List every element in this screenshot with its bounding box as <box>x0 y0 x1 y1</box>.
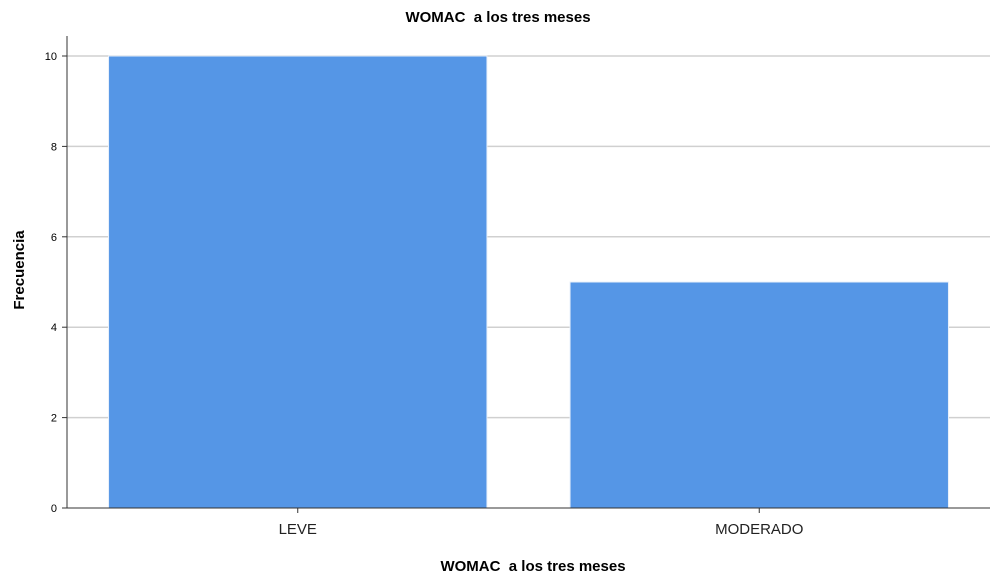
y-tick-label: 6 <box>51 232 57 244</box>
y-axis-ticks: 0 2 4 6 8 10 <box>45 51 67 515</box>
y-tick-label: 8 <box>51 141 57 153</box>
x-tick-label: LEVE <box>279 521 317 538</box>
y-tick-label: 10 <box>45 51 57 63</box>
x-axis-title: WOMAC a los tres meses <box>440 558 625 575</box>
y-tick-label: 4 <box>51 322 57 334</box>
chart-title: WOMAC a los tres meses <box>405 9 590 26</box>
x-axis-ticks: LEVE MODERADO <box>279 508 803 538</box>
y-tick-label: 2 <box>51 413 57 425</box>
y-tick-label: 0 <box>51 503 57 515</box>
x-tick-label: MODERADO <box>715 521 803 538</box>
bars <box>108 55 949 509</box>
bar-leve <box>108 55 488 509</box>
bar-moderado <box>569 281 949 509</box>
y-axis-title: Frecuencia <box>11 230 28 310</box>
